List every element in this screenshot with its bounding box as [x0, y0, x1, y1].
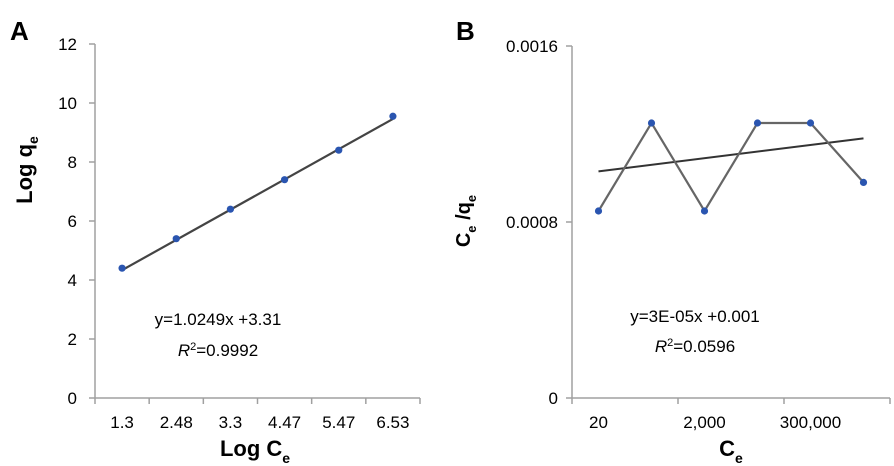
chart-b-y-tick-label: 0.0008: [506, 213, 558, 232]
chart-b-ylabel-sub2: e: [464, 195, 479, 202]
chart-b-point: [700, 207, 709, 215]
chart-a-y-tick-label: 6: [68, 212, 77, 231]
panel-label-a: A: [10, 16, 29, 46]
chart-b-point: [594, 207, 603, 215]
chart-a-x-tick-label: 1.3: [110, 413, 134, 432]
chart-b-ylabel: C: [453, 233, 475, 247]
chart-a-y-tick-label: 10: [58, 94, 77, 113]
chart-a-point: [118, 264, 126, 272]
chart-a-x-axis-title: Log Ce: [220, 436, 290, 466]
chart-a-xlabel-sub: e: [282, 450, 290, 466]
chart-b-equation: y=3E-05x +0.001: [630, 307, 759, 326]
chart-b-x-tick-label: 2,000: [683, 413, 726, 432]
chart-a-point: [226, 205, 235, 213]
chart-a-r2-superscript: 2: [190, 341, 196, 353]
chart-a-x-tick-label: 4.47: [268, 413, 301, 432]
chart-a-y-tick-label: 0: [68, 389, 77, 408]
chart-a-r2-value: =0.9992: [196, 341, 258, 360]
chart-a-trendline: [121, 117, 394, 272]
chart-a-y-tick-label: 12: [58, 35, 77, 54]
chart-a-ylabel: Log q: [12, 144, 37, 204]
chart-b-r2-letter: R: [655, 337, 667, 356]
chart-b-xlabel-sub: e: [735, 450, 743, 466]
chart-b-x-tick-label: 300,000: [780, 413, 841, 432]
chart-b-y-tick-label: 0.0016: [506, 37, 558, 56]
chart-a-r2-letter: R: [178, 341, 190, 360]
chart-b-x-tick-label: 20: [589, 413, 608, 432]
chart-b-y-axis-title: Ce /qe: [453, 195, 479, 247]
chart-a-x-tick-label: 2.48: [160, 413, 193, 432]
chart-a-r-squared: R2=0.9992: [178, 341, 258, 360]
chart-a-y-axis-title: Log qe: [12, 136, 41, 204]
chart-b-xlabel: C: [719, 436, 735, 461]
chart-b-r2-superscript: 2: [667, 337, 673, 349]
chart-b-x-axis-title: Ce: [719, 436, 743, 466]
chart-b-r-squared: R2=0.0596: [655, 337, 735, 356]
chart-b-trendline: [598, 137, 864, 173]
chart-a-point: [389, 112, 397, 120]
chart-b-y-tick-label: 0: [549, 389, 558, 408]
chart-a-point: [335, 146, 343, 154]
chart-b-point: [806, 119, 815, 127]
chart-a-point: [172, 235, 180, 243]
chart-a-y-tick-label: 8: [68, 153, 77, 172]
chart-b-series-line: [597, 120, 865, 214]
chart-b-r2-value: =0.0596: [673, 337, 735, 356]
chart-a-x-tick-label: 3.3: [219, 413, 243, 432]
chart-b-point: [647, 119, 656, 127]
chart-a-xlabel: Log C: [220, 436, 282, 461]
chart-b-point: [859, 178, 868, 186]
chart-b-ylabel-sub1: e: [464, 225, 479, 232]
chart-a-point: [280, 176, 289, 184]
chart-a-equation: y=1.0249x +3.31: [155, 310, 282, 329]
chart-a-ylabel-sub: e: [25, 136, 41, 144]
chart-a-y-tick-label: 4: [68, 271, 77, 290]
chart-b-point: [753, 119, 762, 127]
chart-a-y-tick-label: 2: [68, 330, 77, 349]
chart-a-x-tick-label: 6.53: [376, 413, 409, 432]
panel-label-b: B: [456, 16, 475, 46]
chart-a-x-tick-label: 5.47: [322, 413, 355, 432]
chart-b-ylabel-mid: /q: [453, 202, 475, 225]
